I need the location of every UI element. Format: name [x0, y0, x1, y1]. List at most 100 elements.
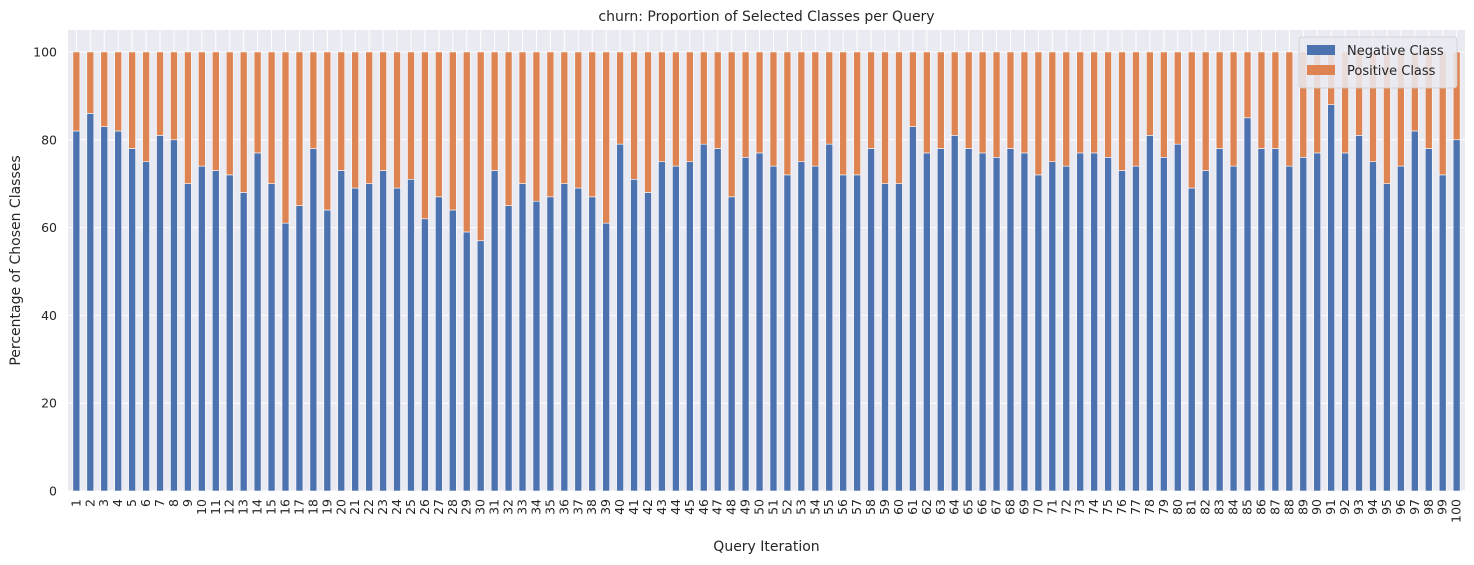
x-tick-label: 22: [361, 499, 376, 515]
bar-positive-class: [1118, 51, 1126, 171]
x-tick-label: 100: [1449, 499, 1464, 523]
bar-positive-class: [741, 51, 750, 158]
bar-positive-class: [476, 51, 485, 242]
x-tick-label: 51: [765, 499, 780, 515]
x-tick-label: 14: [250, 499, 265, 515]
x-tick-label: 82: [1198, 499, 1213, 515]
y-axis-ticks: 0 20 40 60 80 100: [33, 44, 57, 498]
bar-negative-class: [435, 196, 443, 492]
x-tick-label: 84: [1226, 499, 1241, 515]
bar-negative-class: [741, 157, 750, 492]
bar-positive-class: [393, 51, 401, 189]
bar-positive-class: [686, 51, 694, 163]
bar-negative-class: [323, 209, 332, 492]
bar-negative-class: [797, 161, 806, 492]
bar-negative-class: [895, 183, 903, 492]
bar-negative-class: [1020, 152, 1029, 492]
x-tick-label: 97: [1407, 499, 1422, 515]
x-tick-label: 28: [445, 499, 460, 515]
x-tick-label: 76: [1114, 499, 1129, 515]
x-tick-label: 62: [919, 499, 934, 515]
bar-positive-class: [532, 51, 541, 202]
x-tick-label: 42: [640, 499, 655, 515]
x-axis-ticks: 1234567891011121314151617181920212223242…: [68, 499, 1463, 523]
bar-positive-class: [198, 51, 206, 167]
bar-positive-class: [727, 51, 736, 198]
bar-negative-class: [267, 183, 276, 492]
bar-positive-class: [1104, 51, 1112, 158]
plot-area: [68, 30, 1465, 491]
x-tick-label: 46: [696, 499, 711, 515]
legend-swatch: [1307, 45, 1335, 55]
x-tick-label: 39: [598, 499, 613, 515]
x-tick-label: 89: [1295, 499, 1310, 515]
x-tick-label: 95: [1379, 499, 1394, 515]
legend-swatch: [1307, 65, 1335, 75]
bar-negative-class: [1090, 152, 1098, 492]
bar-positive-class: [853, 51, 861, 176]
x-tick-label: 34: [528, 499, 543, 515]
bar-positive-class: [86, 51, 95, 114]
x-tick-label: 80: [1170, 499, 1185, 515]
x-tick-label: 20: [333, 499, 348, 515]
bar-negative-class: [1118, 170, 1126, 492]
bar-positive-class: [1174, 51, 1182, 145]
x-tick-label: 27: [431, 499, 446, 515]
bar-positive-class: [713, 51, 722, 149]
bar-positive-class: [1062, 51, 1071, 167]
bar-positive-class: [170, 51, 178, 141]
bar-negative-class: [1383, 183, 1391, 492]
bar-positive-class: [560, 51, 569, 184]
x-tick-label: 91: [1323, 499, 1338, 515]
bar-negative-class: [1411, 130, 1419, 492]
x-tick-label: 90: [1309, 499, 1324, 515]
bar-negative-class: [379, 170, 387, 492]
bar-positive-class: [1257, 51, 1266, 149]
bar-negative-class: [72, 130, 81, 492]
x-tick-label: 57: [849, 499, 864, 515]
bar-negative-class: [476, 240, 485, 492]
x-tick-label: 18: [305, 499, 320, 515]
bar-negative-class: [936, 148, 945, 492]
bar-positive-class: [658, 51, 666, 163]
x-tick-label: 23: [375, 499, 390, 515]
bar-negative-class: [853, 174, 861, 492]
bar-negative-class: [992, 157, 1001, 492]
bar-positive-class: [462, 51, 471, 233]
x-tick-label: 61: [905, 499, 920, 515]
x-tick-label: 78: [1142, 499, 1157, 515]
chart-title: churn: Proportion of Selected Classes pe…: [598, 9, 934, 25]
bar-negative-class: [825, 143, 834, 492]
bar-negative-class: [727, 196, 736, 492]
bar-negative-class: [337, 170, 346, 492]
x-tick-label: 55: [821, 499, 836, 515]
x-tick-label: 96: [1393, 499, 1408, 515]
bar-positive-class: [1020, 51, 1029, 154]
bar-negative-class: [449, 209, 457, 492]
x-tick-label: 4: [110, 499, 125, 507]
bar-positive-class: [755, 51, 764, 154]
bar-negative-class: [1257, 148, 1266, 492]
bar-positive-class: [421, 51, 429, 220]
bar-negative-class: [100, 126, 109, 492]
x-tick-label: 30: [473, 499, 488, 515]
bar-positive-class: [1048, 51, 1057, 163]
x-tick-label: 67: [989, 499, 1004, 515]
bar-negative-class: [1299, 157, 1308, 492]
x-tick-label: 73: [1072, 499, 1087, 515]
legend: Negative Class Positive Class: [1298, 36, 1458, 89]
bar-positive-class: [1215, 51, 1224, 149]
x-tick-label: 65: [961, 499, 976, 515]
bar-negative-class: [644, 192, 652, 492]
bar-positive-class: [504, 51, 513, 206]
x-tick-label: 52: [779, 499, 794, 515]
bar-positive-class: [1090, 51, 1098, 154]
bar-positive-class: [936, 51, 945, 149]
bar-positive-class: [1243, 51, 1252, 119]
bar-negative-class: [225, 174, 234, 492]
x-tick-label: 37: [570, 499, 585, 515]
x-tick-label: 79: [1156, 499, 1171, 515]
bar-negative-class: [616, 143, 624, 492]
x-tick-label: 25: [403, 499, 418, 515]
bar-positive-class: [351, 51, 359, 189]
